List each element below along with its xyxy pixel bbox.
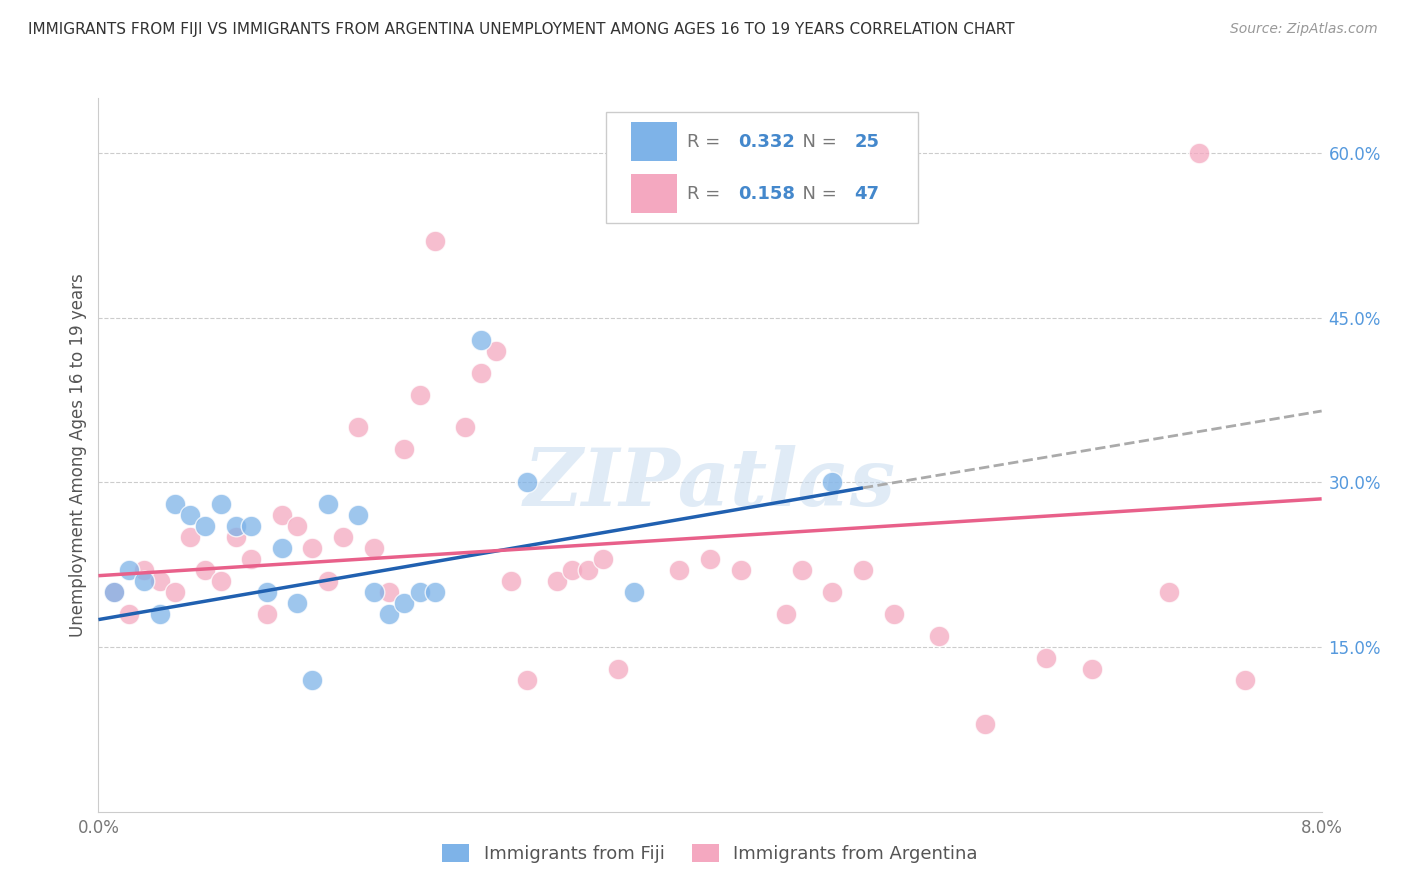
Point [516, 475, 538, 490]
Text: 0.332: 0.332 [738, 133, 794, 151]
Point [454, 420, 477, 434]
Point [285, 519, 308, 533]
Legend: Immigrants from Fiji, Immigrants from Argentina: Immigrants from Fiji, Immigrants from Ar… [434, 838, 986, 871]
Point [332, 530, 354, 544]
Point [423, 585, 446, 599]
Text: N =: N = [790, 185, 842, 202]
Point [392, 596, 416, 610]
Point [928, 629, 950, 643]
Point [485, 343, 508, 358]
Point [270, 541, 294, 556]
Point [974, 717, 997, 731]
Point [668, 563, 690, 577]
Point [1234, 673, 1257, 687]
Point [821, 475, 844, 490]
Text: 0.158: 0.158 [738, 185, 796, 202]
Y-axis label: Unemployment Among Ages 16 to 19 years: Unemployment Among Ages 16 to 19 years [69, 273, 87, 637]
Point [134, 574, 156, 589]
Point [1157, 585, 1180, 599]
Point [149, 574, 172, 589]
Text: 47: 47 [855, 185, 879, 202]
Point [592, 552, 614, 566]
Point [546, 574, 568, 589]
Point [1188, 146, 1211, 161]
Point [194, 563, 217, 577]
Text: ZIPatlas: ZIPatlas [524, 445, 896, 522]
Text: R =: R = [686, 185, 725, 202]
Point [470, 333, 492, 347]
Point [470, 366, 492, 380]
Point [516, 673, 538, 687]
Text: R =: R = [686, 133, 725, 151]
Point [1035, 651, 1057, 665]
Point [256, 607, 278, 621]
Point [347, 420, 370, 434]
Point [408, 387, 430, 401]
Text: IMMIGRANTS FROM FIJI VS IMMIGRANTS FROM ARGENTINA UNEMPLOYMENT AMONG AGES 16 TO : IMMIGRANTS FROM FIJI VS IMMIGRANTS FROM … [28, 22, 1015, 37]
Point [790, 563, 813, 577]
Point [852, 563, 875, 577]
Point [392, 442, 416, 457]
Point [149, 607, 172, 621]
Text: Source: ZipAtlas.com: Source: ZipAtlas.com [1230, 22, 1378, 37]
Text: N =: N = [790, 133, 842, 151]
Point [103, 585, 125, 599]
Point [240, 519, 263, 533]
Point [408, 585, 430, 599]
Bar [630, 174, 678, 213]
Point [225, 519, 247, 533]
Point [501, 574, 523, 589]
Point [316, 574, 339, 589]
Point [699, 552, 721, 566]
Point [270, 508, 294, 523]
Point [240, 552, 263, 566]
Text: 25: 25 [855, 133, 879, 151]
Point [363, 541, 385, 556]
Point [576, 563, 599, 577]
Point [163, 585, 186, 599]
Point [209, 574, 232, 589]
Point [225, 530, 247, 544]
Point [378, 585, 401, 599]
Point [256, 585, 278, 599]
Point [194, 519, 217, 533]
Point [179, 508, 201, 523]
Point [301, 673, 323, 687]
Point [285, 596, 308, 610]
Point [623, 585, 645, 599]
Point [730, 563, 752, 577]
Point [316, 497, 339, 511]
Point [163, 497, 186, 511]
Point [607, 662, 630, 676]
Point [118, 563, 141, 577]
Point [179, 530, 201, 544]
Point [347, 508, 370, 523]
FancyBboxPatch shape [606, 112, 918, 223]
Point [209, 497, 232, 511]
Point [378, 607, 401, 621]
Point [301, 541, 323, 556]
Point [1081, 662, 1104, 676]
Point [134, 563, 156, 577]
Point [775, 607, 797, 621]
Point [883, 607, 905, 621]
Point [821, 585, 844, 599]
Point [103, 585, 125, 599]
Point [363, 585, 385, 599]
Point [118, 607, 141, 621]
Bar [630, 122, 678, 161]
Point [561, 563, 583, 577]
Point [423, 234, 446, 248]
